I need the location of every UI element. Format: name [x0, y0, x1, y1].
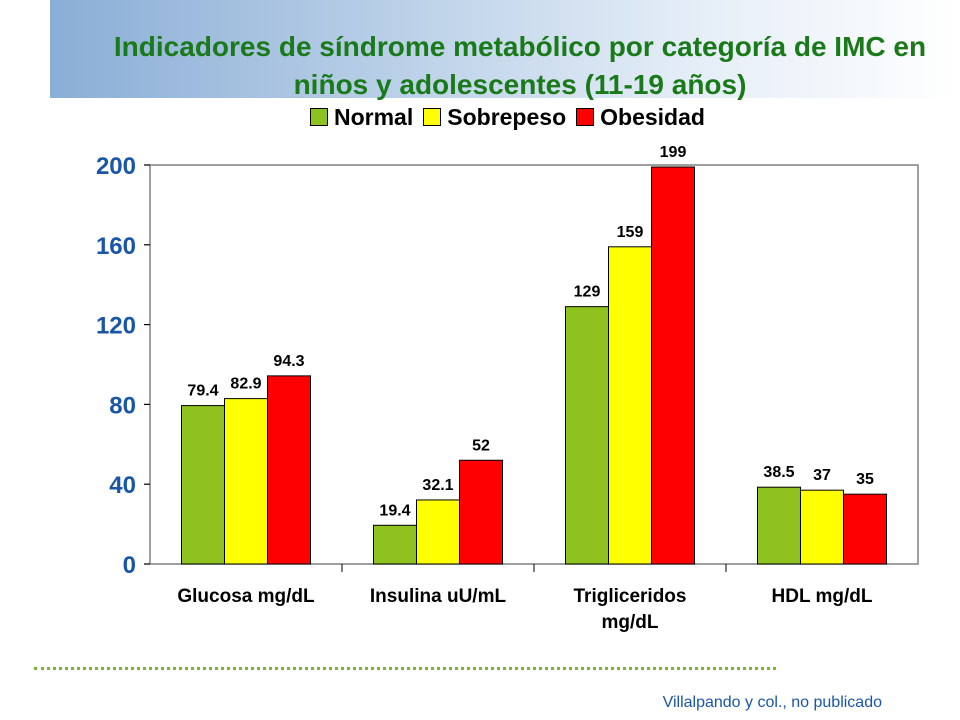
- legend-label-obesidad: Obesidad: [600, 103, 705, 130]
- bar-sobrepeso-0: [224, 398, 268, 565]
- legend: Normal Sobrepeso Obesidad: [310, 103, 705, 131]
- y-tick-label: 80: [109, 392, 136, 419]
- legend-swatch-sobrepeso: [423, 108, 442, 126]
- header-band: [50, 0, 960, 98]
- bar-obesidad-3: [843, 493, 887, 565]
- data-label: 19.4: [379, 502, 410, 519]
- y-tick-label: 160: [96, 233, 136, 260]
- dotted-divider: [34, 667, 776, 670]
- data-label: 82.9: [230, 376, 261, 393]
- bar-normal-3: [757, 486, 801, 565]
- legend-label-sobrepeso: Sobrepeso: [447, 103, 567, 130]
- data-label: 129: [574, 284, 601, 301]
- data-label: 199: [660, 144, 687, 161]
- source-note: Villalpando y col., no publicado: [662, 694, 882, 711]
- data-label: 32.1: [422, 477, 453, 494]
- legend-label-normal: Normal: [334, 103, 414, 130]
- x-category-label: HDL mg/dL: [772, 586, 873, 607]
- y-tick-label: 120: [96, 313, 136, 340]
- legend-item-sobrepeso: Sobrepeso: [423, 104, 566, 131]
- chart-title: Indicadores de síndrome metabólico por c…: [113, 31, 927, 100]
- x-category-label: mg/dL: [602, 612, 659, 633]
- bar-normal-1: [373, 524, 417, 565]
- data-label: 38.5: [763, 464, 794, 481]
- data-label: 37: [813, 467, 831, 484]
- bar-normal-2: [565, 306, 609, 565]
- x-category-label: Insulina uU/mL: [370, 586, 507, 607]
- data-label: 52: [472, 437, 490, 454]
- data-label: 94.3: [273, 353, 304, 370]
- legend-item-obesidad: Obesidad: [576, 104, 705, 131]
- x-category-label: Glucosa mg/dL: [177, 586, 315, 607]
- data-label: 35: [856, 471, 874, 488]
- bar-obesidad-2: [651, 166, 695, 565]
- bar-sobrepeso-1: [416, 499, 460, 565]
- data-label: 79.4: [187, 383, 218, 400]
- bar-obesidad-1: [459, 459, 503, 565]
- x-category-label: Trigliceridos: [574, 586, 687, 607]
- bar-normal-0: [181, 405, 225, 565]
- y-tick-label: 0: [123, 552, 136, 579]
- bar-sobrepeso-2: [608, 246, 652, 565]
- data-label: 159: [617, 224, 644, 241]
- bar-sobrepeso-3: [800, 489, 844, 565]
- legend-item-normal: Normal: [310, 104, 413, 131]
- bar-obesidad-0: [267, 375, 311, 565]
- legend-swatch-obesidad: [576, 108, 595, 126]
- y-tick-label: 200: [96, 153, 136, 180]
- legend-swatch-normal: [310, 108, 328, 126]
- y-tick-label: 40: [109, 472, 136, 499]
